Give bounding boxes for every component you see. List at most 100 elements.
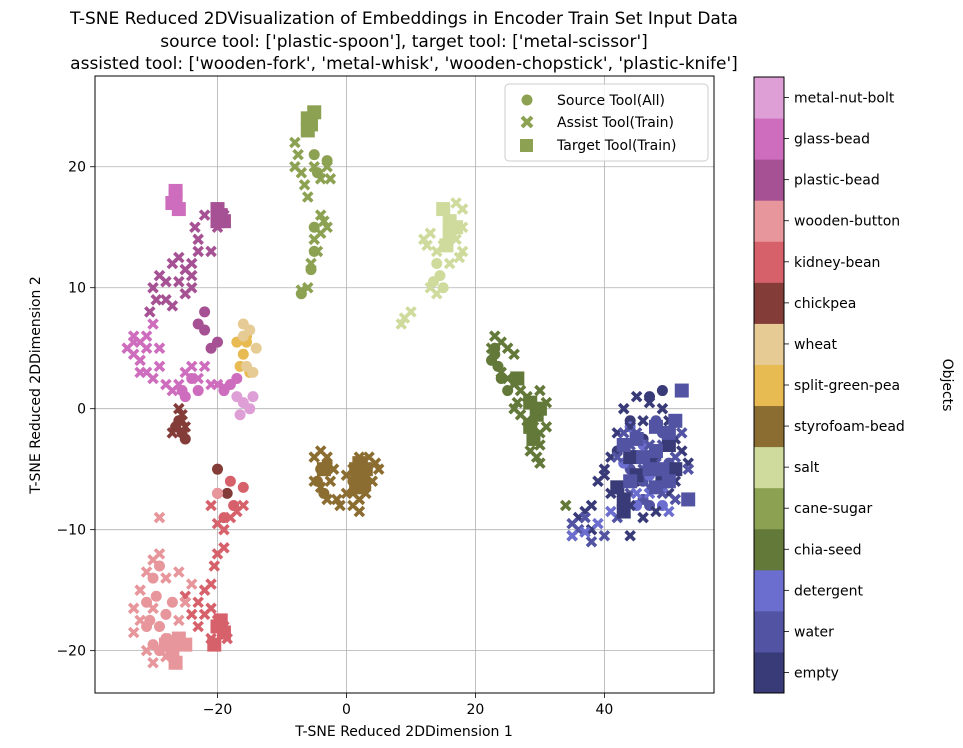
point-assist-styrofoam-bead <box>314 481 327 494</box>
point-assist-styrofoam-bead <box>321 493 333 506</box>
colorbar-label-wooden-button: wooden-button <box>794 214 900 230</box>
colorbar-label-metal-nut-bolt: metal-nut-bolt <box>794 91 895 107</box>
point-target-chia-seed <box>523 419 538 434</box>
point-assist-glass-bead <box>173 378 185 391</box>
point-source-wooden-button <box>166 596 178 608</box>
colorbar-label-kidney-bean: kidney-bean <box>794 255 880 271</box>
point-target-water <box>623 474 638 489</box>
point-assist-plastic-bead <box>205 245 217 258</box>
point-assist-cane-sugar <box>311 245 324 258</box>
point-assist-kidney-bean <box>205 499 217 512</box>
y-axis-label: T-SNE Reduced 2DDimension 2 <box>28 276 44 495</box>
point-target-water <box>668 413 683 428</box>
point-assist-wooden-button <box>134 614 146 627</box>
point-assist-water <box>617 427 630 439</box>
point-assist-styrofoam-bead <box>321 451 333 463</box>
point-assist-water <box>669 451 682 463</box>
point-source-chickpea <box>179 433 191 445</box>
y-tick-label: −10 <box>56 523 86 539</box>
colorbar-swatch-plastic-bead <box>754 159 784 201</box>
point-assist-cane-sugar <box>302 191 314 203</box>
point-assist-salt <box>453 251 466 264</box>
colorbar-swatch-empty <box>754 651 784 694</box>
point-assist-wooden-button <box>153 511 166 524</box>
point-source-cane-sugar <box>308 149 320 161</box>
point-assist-styrofoam-bead <box>324 475 337 488</box>
point-source-salt <box>431 258 443 270</box>
point-assist-water <box>682 463 694 475</box>
point-assist-salt <box>443 257 456 270</box>
point-assist-wooden-button <box>127 626 140 639</box>
point-assist-chia-seed <box>485 342 498 354</box>
point-assist-empty <box>598 469 611 482</box>
point-source-styrofoam-bead <box>318 487 330 499</box>
point-assist-plastic-bead <box>147 281 159 294</box>
point-assist-cane-sugar <box>321 160 333 173</box>
point-assist-empty <box>637 415 649 427</box>
point-target-water <box>674 383 689 398</box>
point-assist-kidney-bean <box>185 608 198 621</box>
point-target-water <box>642 462 657 477</box>
point-target-cane-sugar <box>307 105 322 120</box>
point-target-kidney-bean <box>207 637 222 652</box>
colorbar-frame <box>753 76 785 694</box>
point-source-wooden-button <box>150 590 162 602</box>
point-assist-styrofoam-bead <box>372 463 385 475</box>
point-target-salt <box>442 226 457 241</box>
colorbar-swatch-styrofoam-bead <box>754 405 784 448</box>
point-source-chickpea <box>212 463 224 475</box>
point-assist-water <box>611 451 624 463</box>
y-tick-label: −20 <box>56 644 86 660</box>
point-target-wooden-button <box>158 637 173 652</box>
point-target-water <box>661 425 676 440</box>
point-assist-glass-bead <box>127 336 140 348</box>
colorbar-label-styrofoam-bead: styrofoam-bead <box>794 419 905 435</box>
point-assist-wooden-button <box>134 584 146 596</box>
point-assist-cane-sugar <box>318 215 330 227</box>
point-assist-styrofoam-bead <box>331 493 343 506</box>
point-assist-chia-seed <box>534 457 546 469</box>
point-assist-chickpea <box>166 427 179 439</box>
point-assist-detergent <box>605 505 617 518</box>
point-source-wheat <box>241 360 253 372</box>
colorbar-swatch-detergent <box>754 569 784 612</box>
point-assist-kidney-bean <box>218 542 230 554</box>
point-target-salt <box>439 238 454 253</box>
point-assist-cane-sugar <box>324 173 337 185</box>
point-target-water <box>629 431 644 446</box>
point-assist-wooden-button <box>147 602 159 615</box>
chart-title: T-SNE Reduced 2DVisualization of Embeddi… <box>69 9 738 74</box>
point-target-water <box>648 444 663 459</box>
point-target-chia-seed <box>526 431 541 446</box>
colorbar-label-split-green-pea: split-green-pea <box>794 378 900 394</box>
point-source-kidney-bean <box>228 499 240 511</box>
chart-title-line-2: source tool: ['plastic-spoon'], target t… <box>160 32 648 52</box>
point-assist-cane-sugar <box>292 148 304 161</box>
colorbar-swatch-glass-bead <box>754 118 784 160</box>
point-assist-kidney-bean <box>192 596 204 609</box>
colorbar-swatch-salt <box>754 446 784 489</box>
point-source-plastic-bead <box>205 342 217 354</box>
colorbar-swatch-metal-nut-bolt <box>754 77 784 119</box>
colorbar-label-wheat: wheat <box>794 337 838 353</box>
point-assist-plastic-bead <box>166 300 179 312</box>
point-assist-glass-bead <box>218 381 230 393</box>
point-target-empty <box>668 462 683 477</box>
point-assist-cane-sugar <box>295 167 308 179</box>
point-assist-empty <box>617 402 630 415</box>
point-assist-wooden-button <box>147 656 159 669</box>
legend: Source Tool(All) Assist Tool(Train) Targ… <box>504 83 709 162</box>
point-assist-chickpea <box>176 408 188 421</box>
point-target-chia-seed <box>510 371 525 386</box>
chart-title-line-1: T-SNE Reduced 2DVisualization of Embeddi… <box>69 9 738 29</box>
point-assist-glass-bead <box>198 360 211 373</box>
legend-x-marker <box>520 115 534 129</box>
colorbar-label-water: water <box>794 624 834 640</box>
point-assist-cane-sugar <box>308 160 321 173</box>
point-assist-water <box>585 536 598 548</box>
point-assist-plastic-bead <box>160 275 172 288</box>
scatter-points <box>121 105 696 670</box>
point-assist-kidney-bean <box>205 602 217 615</box>
legend-label-assist: Assist Tool(Train) <box>557 115 674 131</box>
colorbar-label-chickpea: chickpea <box>794 296 856 312</box>
